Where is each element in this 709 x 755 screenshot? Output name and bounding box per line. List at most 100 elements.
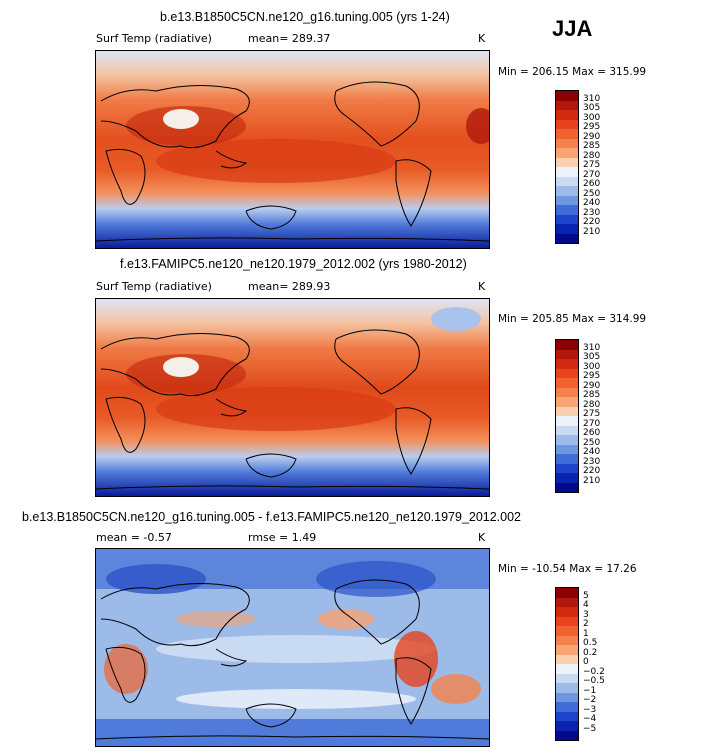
colorbar-tick-label: 250 (583, 437, 601, 448)
colorbar-tick-label: 310 (583, 93, 601, 104)
colorbar-tick-label: 280 (583, 150, 601, 161)
colorbar-swatch (556, 730, 578, 740)
colorbar-swatch (556, 224, 578, 234)
colorbar-swatch (556, 138, 578, 148)
colorbar-tick-label: 0.5 (583, 638, 598, 648)
panel-3-mean-label: mean = -0.57 (96, 531, 172, 544)
colorbar-tick-label: 5 (583, 590, 589, 601)
colorbar-tick-label: 275 (583, 409, 601, 419)
panel-3-units-label: K (478, 531, 486, 544)
colorbar-swatch (556, 473, 578, 483)
colorbar-swatch (556, 654, 578, 664)
panel-2-map (95, 298, 490, 497)
colorbar-tick-label: −2 (583, 695, 597, 705)
colorbar-tick-label: 1 (583, 628, 589, 639)
colorbar-tick-label: 285 (583, 390, 601, 400)
panel-1-mean-label: mean= 289.37 (248, 32, 331, 45)
colorbar-swatch (556, 233, 578, 243)
colorbar-tick-label: 305 (583, 103, 601, 113)
colorbar-swatch (556, 148, 578, 158)
colorbar-swatch (556, 378, 578, 388)
colorbar-swatch (556, 635, 578, 645)
panel-1-colorbar (555, 90, 579, 244)
colorbar-tick-label: 275 (583, 160, 601, 170)
colorbar-swatch (556, 683, 578, 693)
colorbar-tick-label: 0 (583, 657, 589, 667)
colorbar-swatch (556, 349, 578, 359)
colorbar-tick-label: 3 (583, 609, 589, 620)
colorbar-tick-label: −5 (583, 723, 597, 734)
colorbar-swatch (556, 100, 578, 110)
panel-1-units-label: K (478, 32, 486, 45)
colorbar-tick-label: 240 (583, 198, 601, 208)
colorbar-swatch (556, 205, 578, 215)
panel-3-minmax: Min = -10.54 Max = 17.26 (498, 563, 637, 575)
colorbar-tick-label: 0.2 (583, 647, 598, 658)
panel-3-map (95, 548, 490, 747)
colorbar-tick-label: 280 (583, 399, 601, 410)
panel-1-variable-label: Surf Temp (radiative) (96, 32, 212, 45)
colorbar-tick-label: 250 (583, 188, 601, 199)
panel-3-rmse-label: rmse = 1.49 (248, 531, 317, 544)
panel-1-map (95, 50, 490, 249)
colorbar-swatch (556, 119, 578, 129)
colorbar-swatch (556, 588, 578, 598)
colorbar-swatch (556, 626, 578, 636)
colorbar-swatch (556, 645, 578, 655)
panel-2-units-label: K (478, 280, 486, 293)
colorbar-swatch (556, 359, 578, 369)
colorbar-swatch (556, 157, 578, 167)
panel-2-title: f.e13.FAMIPC5.ne120_ne120.1979_2012.002 … (120, 257, 467, 271)
panel-1-title: b.e13.B1850C5CN.ne120_g16.tuning.005 (yr… (160, 10, 450, 24)
colorbar-swatch (556, 186, 578, 196)
panel-2-variable-label: Surf Temp (radiative) (96, 280, 212, 293)
colorbar-swatch (556, 129, 578, 139)
colorbar-tick-label: 230 (583, 456, 601, 467)
panel-1-map-image (96, 51, 489, 248)
colorbar-swatch (556, 702, 578, 712)
colorbar-tick-label: 260 (583, 428, 601, 438)
panel-3-colorbar (555, 587, 579, 741)
colorbar-swatch (556, 692, 578, 702)
colorbar-tick-label: 2 (583, 619, 589, 629)
panel-2-map-image (96, 299, 489, 496)
panel-3-title: b.e13.B1850C5CN.ne120_g16.tuning.005 - f… (22, 510, 522, 524)
panel-3-map-image (96, 549, 489, 746)
panel-2-minmax: Min = 205.85 Max = 314.99 (498, 313, 647, 325)
colorbar-tick-label: 300 (583, 361, 601, 372)
colorbar-tick-label: −0.5 (583, 676, 605, 686)
colorbar-tick-label: 310 (583, 342, 601, 353)
panel-2-mean-label: mean= 289.93 (248, 280, 331, 293)
season-label: JJA (552, 16, 593, 41)
colorbar-tick-label: 240 (583, 447, 601, 457)
colorbar-swatch (556, 91, 578, 101)
colorbar-swatch (556, 444, 578, 454)
colorbar-swatch (556, 368, 578, 378)
colorbar-tick-label: 290 (583, 380, 601, 391)
colorbar-tick-label: 285 (583, 141, 601, 151)
colorbar-tick-label: 270 (583, 169, 601, 180)
colorbar-tick-label: −4 (583, 714, 597, 724)
colorbar-swatch (556, 167, 578, 177)
colorbar-tick-label: 260 (583, 179, 601, 189)
colorbar-swatch (556, 435, 578, 445)
colorbar-tick-label: 230 (583, 207, 601, 218)
colorbar-tick-label: −1 (583, 685, 597, 696)
colorbar-swatch (556, 195, 578, 205)
colorbar-swatch (556, 110, 578, 120)
colorbar-tick-label: 4 (583, 600, 589, 610)
colorbar-swatch (556, 673, 578, 683)
colorbar-swatch (556, 416, 578, 426)
colorbar-tick-label: −0.2 (583, 666, 605, 677)
colorbar-tick-label: 295 (583, 122, 601, 132)
colorbar-tick-label: 210 (583, 475, 601, 486)
colorbar-tick-label: 290 (583, 131, 601, 142)
colorbar-tick-label: 220 (583, 217, 601, 227)
colorbar-swatch (556, 607, 578, 617)
colorbar-swatch (556, 397, 578, 407)
colorbar-swatch (556, 463, 578, 473)
colorbar-swatch (556, 425, 578, 435)
colorbar-tick-label: 295 (583, 371, 601, 381)
colorbar-swatch (556, 454, 578, 464)
colorbar-swatch (556, 616, 578, 626)
